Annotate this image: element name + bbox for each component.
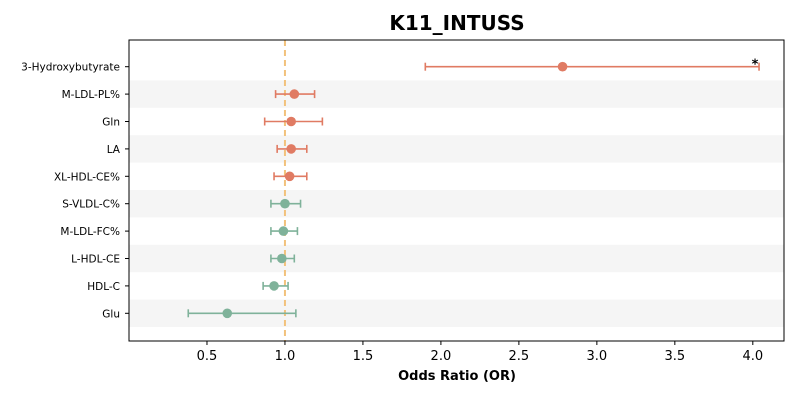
y-tick-label: Gln: [102, 117, 120, 129]
point-estimate: [278, 226, 289, 236]
x-tick-label: 1.0: [275, 349, 296, 364]
point-estimate: [284, 171, 295, 182]
y-tick-label: 3-Hydroxybutyrate: [21, 62, 120, 74]
y-tick-label: M-LDL-FC%: [60, 226, 120, 238]
point-estimate: [277, 253, 287, 264]
forest-row-8: [262, 281, 289, 291]
point-estimate: [280, 198, 290, 209]
y-tick-label: L-HDL-CE: [71, 254, 120, 266]
forest-row-0: *: [424, 58, 760, 73]
y-tick-label: Glu: [102, 308, 120, 320]
row-stripe: [129, 244, 784, 273]
x-axis-label: Odds Ratio (OR): [398, 369, 516, 384]
x-tick-label: 0.5: [197, 349, 218, 364]
point-estimate: [286, 116, 296, 127]
row-stripe: [129, 135, 784, 163]
forest-row-2: [263, 116, 324, 127]
y-tick-label: S-VLDL-C%: [62, 199, 120, 211]
y-tick-label: LA: [107, 144, 121, 156]
y-axis-ticks: 3-Hydroxybutyrate M-LDL-PL% Gln LA XL-HDL-CE…: [21, 62, 129, 320]
row-stripe: [129, 80, 784, 108]
x-tick-label: 3.5: [664, 349, 685, 364]
point-estimate: [222, 308, 233, 319]
significance-marker: *: [752, 58, 759, 73]
y-tick-label: HDL-C: [87, 281, 120, 293]
x-tick-label: 3.0: [587, 349, 608, 364]
y-tick-label: XL-HDL-CE%: [54, 171, 120, 183]
forest-row-3: [276, 144, 308, 154]
forest-row-7: [270, 253, 296, 264]
x-tick-label: 1.5: [353, 349, 374, 364]
row-stripes: [129, 80, 784, 327]
forest-row-1: [274, 89, 316, 99]
x-tick-label: 2.5: [509, 349, 530, 364]
forest-row-6: [270, 226, 299, 236]
x-axis-ticks: 0.5 1.0 1.5 2.0 2.5 3.0 3.5 4.0: [197, 341, 763, 364]
x-tick-label: 4.0: [742, 349, 763, 364]
point-estimate: [286, 144, 296, 154]
row-stripe: [129, 190, 784, 218]
forest-row-5: [270, 198, 302, 209]
chart-title: K11_INTUSS: [389, 11, 524, 35]
data-marks: *: [187, 58, 760, 319]
forest-row-4: [273, 171, 308, 182]
y-tick-label: M-LDL-PL%: [62, 89, 120, 101]
point-estimate: [557, 61, 568, 72]
point-estimate: [289, 89, 300, 99]
forest-row-9: [187, 308, 297, 319]
x-tick-label: 2.0: [431, 349, 452, 364]
point-estimate: [269, 281, 279, 291]
plot-frame: [128, 39, 785, 342]
